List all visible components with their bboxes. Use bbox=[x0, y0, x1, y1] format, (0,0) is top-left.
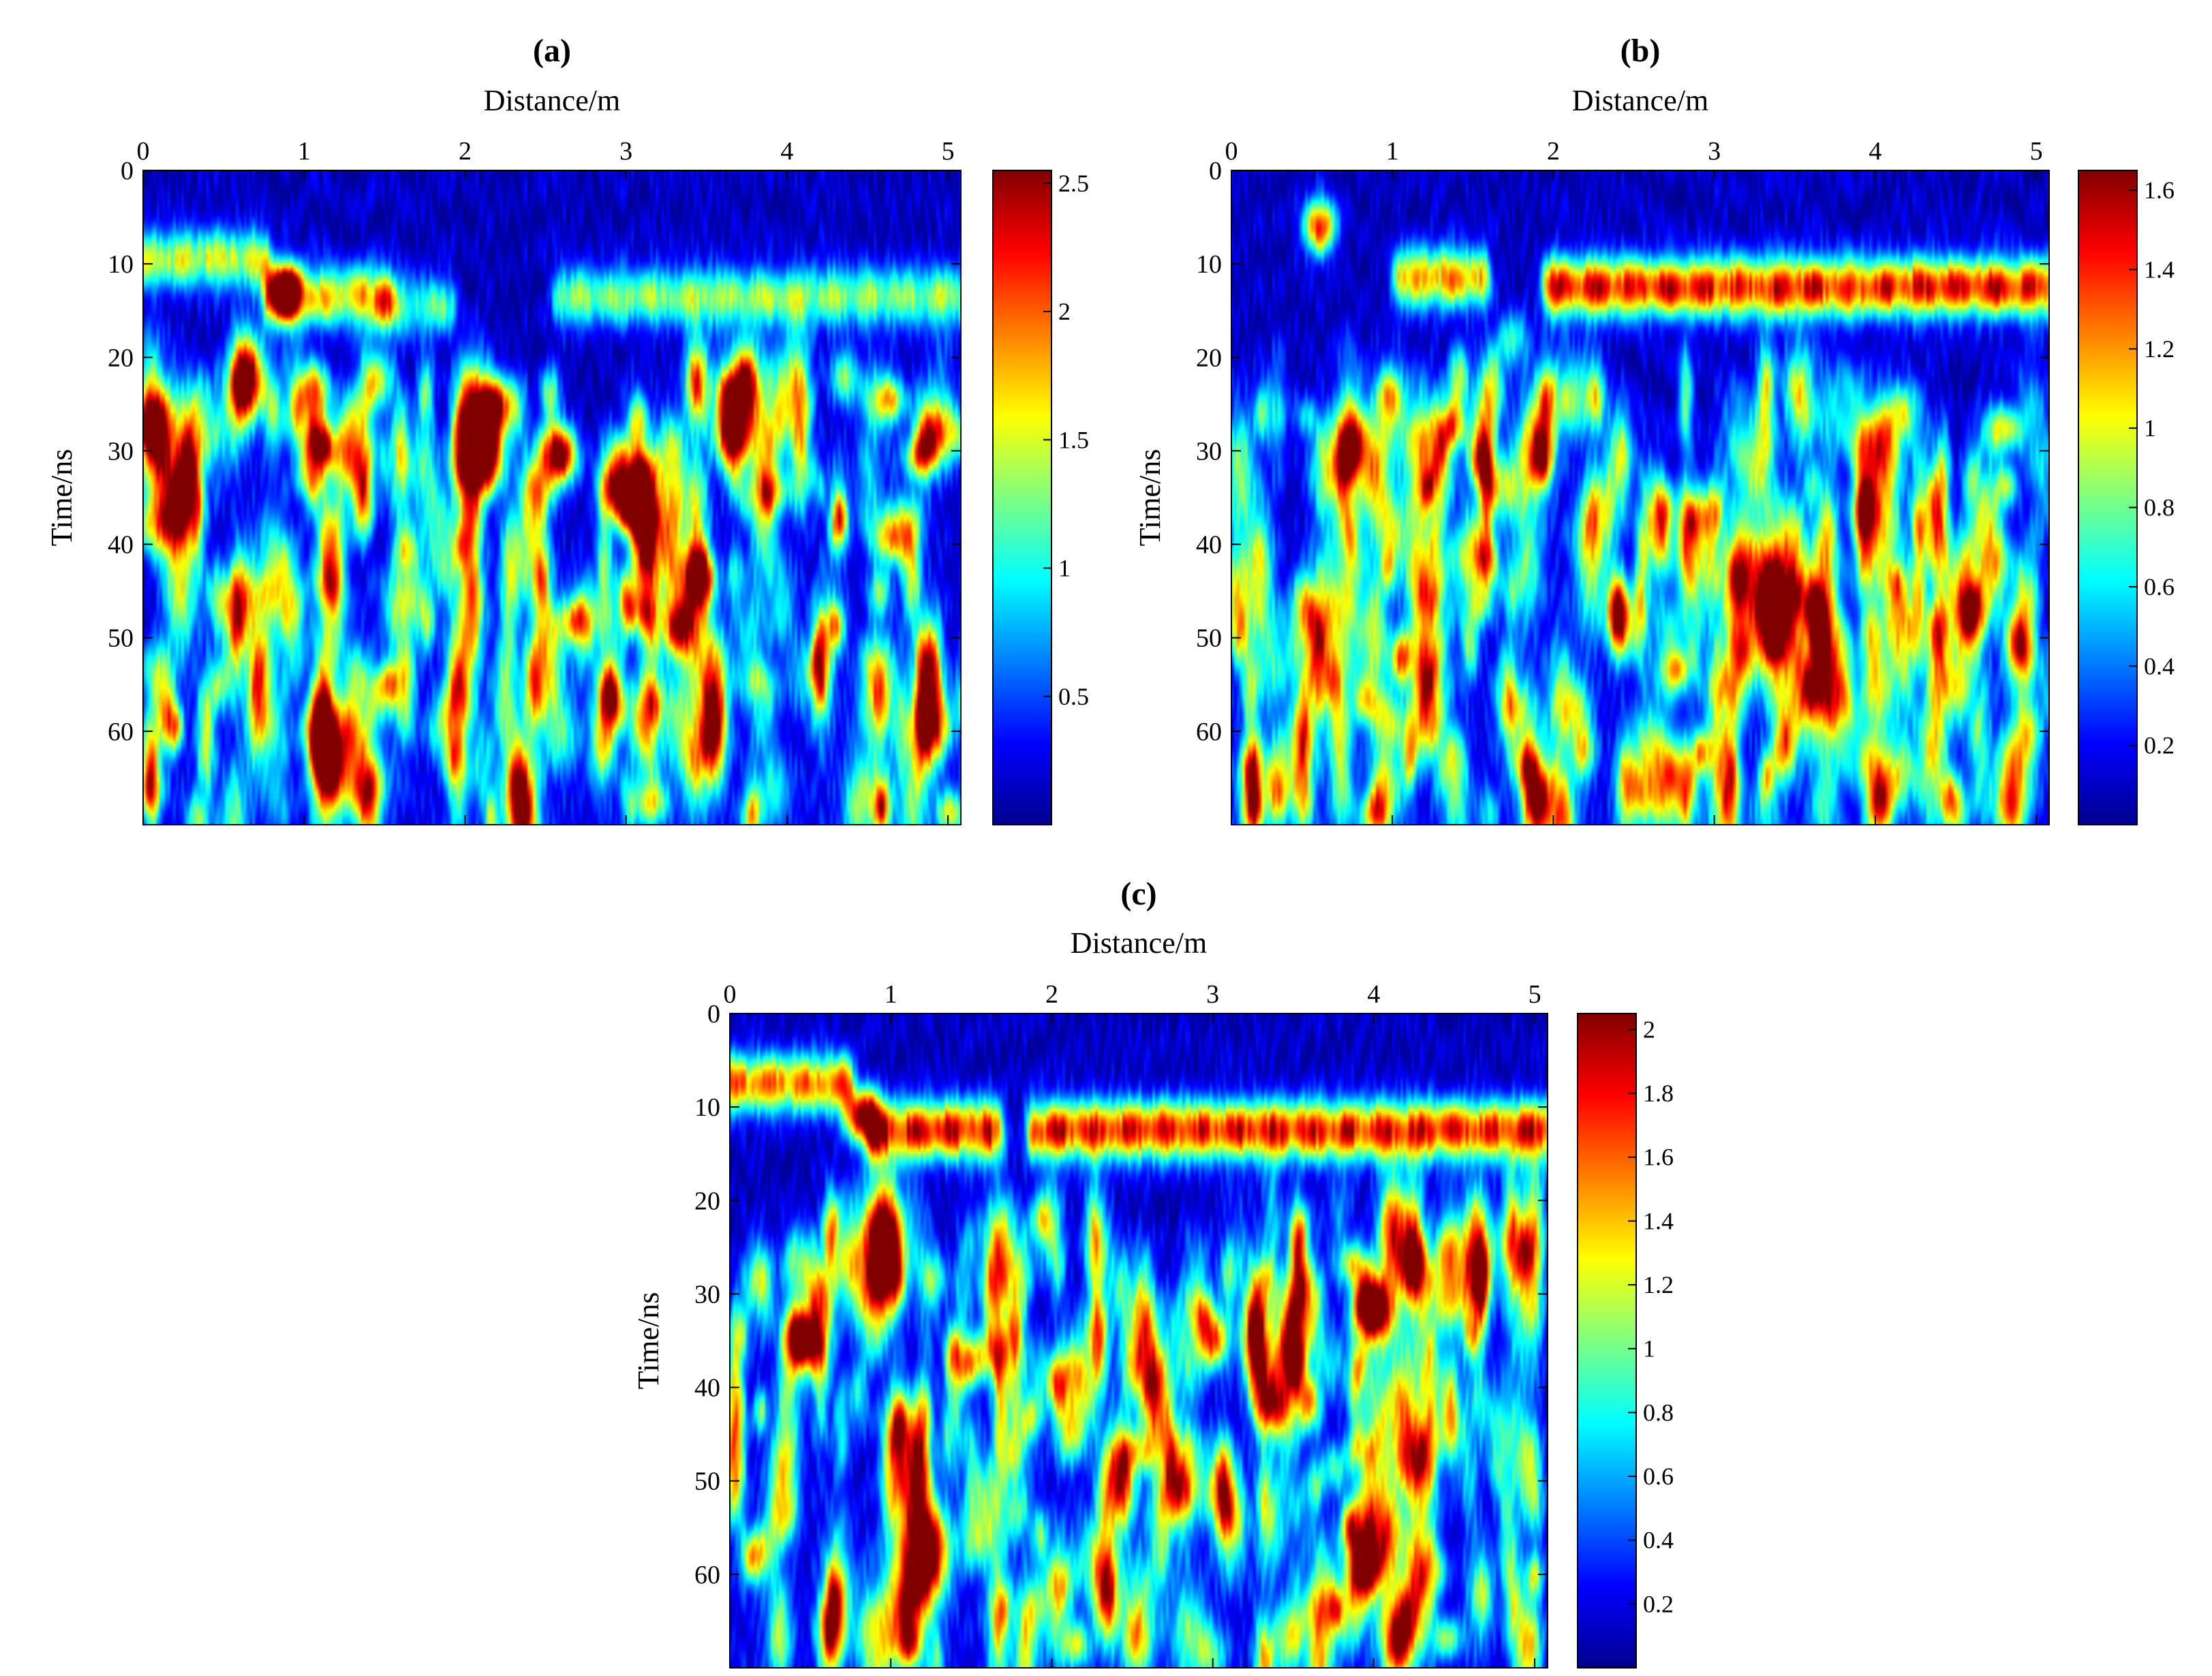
colorbar-frame-a bbox=[992, 170, 1052, 825]
heatmap-b bbox=[1231, 170, 2049, 825]
colorbar-tick-label-c: 1 bbox=[1643, 1335, 1655, 1362]
colorbar-tick-label-c: 0.4 bbox=[1643, 1527, 1674, 1554]
colorbar-c bbox=[1578, 1014, 1636, 1668]
x-tick-label-c: 5 bbox=[1529, 980, 1541, 1009]
x-tick-label-c: 1 bbox=[885, 980, 897, 1009]
colorbar-tick-label-c: 1.4 bbox=[1643, 1207, 1674, 1234]
panel-a: (a)Distance/m0 1 2 3 4 50102030405060Time/ns0… bbox=[45, 33, 1089, 825]
y-tick-label-c: 60 bbox=[694, 1561, 720, 1589]
colorbar-tick-label-b: 1 bbox=[2144, 414, 2156, 442]
y-axis-title-a: Time/ns bbox=[45, 449, 78, 547]
x-tick-label-c: 0 bbox=[724, 980, 737, 1009]
x-tick-label-a: 2 bbox=[459, 137, 472, 166]
colorbar-tick-label-b: 0.8 bbox=[2144, 494, 2175, 521]
x-tick-label-a: 5 bbox=[942, 137, 955, 166]
colorbar-tick-label-c: 1.8 bbox=[1643, 1080, 1674, 1107]
colorbar-tick-label-b: 1.4 bbox=[2144, 256, 2175, 283]
colorbar-tick-label-c: 0.6 bbox=[1643, 1463, 1674, 1490]
colorbar-frame-b bbox=[2078, 170, 2138, 825]
colorbar-tick-label-c: 2 bbox=[1643, 1016, 1655, 1043]
x-tick-label-b: 3 bbox=[1708, 137, 1721, 166]
y-tick-label-a: 30 bbox=[108, 437, 134, 466]
x-tick-label-a: 4 bbox=[780, 137, 793, 166]
panel-title-c: (c) bbox=[1120, 876, 1156, 912]
y-tick-label-c: 40 bbox=[694, 1374, 720, 1403]
x-axis-title-b: Distance/m bbox=[1572, 84, 1708, 117]
panel-c: (c)Distance/m0 1 2 3 4 50102030405060Time/ns0… bbox=[632, 876, 1674, 1669]
plot-frame-a bbox=[142, 170, 962, 825]
x-tick-label-c: 2 bbox=[1045, 980, 1058, 1009]
y-axis-title-c: Time/ns bbox=[632, 1292, 665, 1390]
heatmap-a bbox=[143, 170, 961, 825]
colorbar-tick-label-b: 1.2 bbox=[2144, 335, 2175, 363]
y-tick-label-a: 40 bbox=[108, 531, 134, 560]
y-tick-label-b: 20 bbox=[1196, 344, 1222, 372]
x-tick-label-a: 1 bbox=[298, 137, 311, 166]
x-tick-label-c: 3 bbox=[1206, 980, 1219, 1009]
heatmap-c bbox=[730, 1014, 1548, 1668]
colorbar-tick-label-a: 0.5 bbox=[1058, 683, 1089, 710]
colorbar-b bbox=[2078, 170, 2137, 825]
y-tick-label-a: 60 bbox=[108, 718, 134, 746]
colorbar-tick-label-c: 1.2 bbox=[1643, 1271, 1674, 1298]
x-tick-label-c: 4 bbox=[1367, 980, 1380, 1009]
colorbar-tick-label-b: 0.6 bbox=[2144, 573, 2175, 600]
x-tick-label-a: 0 bbox=[137, 137, 150, 166]
y-axis-title-b: Time/ns bbox=[1133, 449, 1167, 547]
panel-b: (b)Distance/m0 1 2 3 4 50102030405060Time/ns0… bbox=[1133, 33, 2175, 825]
x-tick-label-b: 2 bbox=[1547, 137, 1560, 166]
colorbar-tick-label-a: 2.5 bbox=[1058, 170, 1089, 197]
plot-frame-c bbox=[729, 1013, 1548, 1669]
y-tick-label-c: 50 bbox=[694, 1467, 720, 1496]
x-axis-title-c: Distance/m bbox=[1071, 926, 1207, 960]
y-tick-label-b: 40 bbox=[1196, 531, 1222, 560]
colorbar-tick-label-a: 1 bbox=[1058, 555, 1071, 582]
y-tick-label-b: 30 bbox=[1196, 437, 1222, 466]
y-tick-label-a: 10 bbox=[108, 250, 134, 279]
colorbar-tick-label-c: 0.8 bbox=[1643, 1399, 1674, 1426]
colorbar-tick-label-b: 0.4 bbox=[2144, 652, 2175, 680]
y-tick-label-a: 0 bbox=[121, 157, 134, 185]
y-tick-label-c: 20 bbox=[694, 1187, 720, 1215]
y-tick-label-b: 60 bbox=[1196, 718, 1222, 746]
x-tick-label-b: 0 bbox=[1225, 137, 1238, 166]
y-tick-label-b: 10 bbox=[1196, 250, 1222, 279]
colorbar-a bbox=[993, 170, 1051, 825]
colorbar-frame-c bbox=[1577, 1013, 1637, 1669]
x-axis-title-a: Distance/m bbox=[484, 84, 620, 117]
colorbar-tick-label-a: 1.5 bbox=[1058, 426, 1089, 453]
x-tick-label-b: 1 bbox=[1386, 137, 1399, 166]
colorbar-tick-label-c: 1.6 bbox=[1643, 1144, 1674, 1171]
panel-title-a: (a) bbox=[533, 33, 571, 69]
panel-title-b: (b) bbox=[1620, 33, 1661, 69]
x-tick-label-b: 5 bbox=[2030, 137, 2043, 166]
y-tick-label-c: 0 bbox=[707, 1000, 720, 1029]
y-tick-label-b: 0 bbox=[1209, 157, 1222, 185]
y-tick-label-b: 50 bbox=[1196, 624, 1222, 653]
colorbar-tick-label-b: 0.2 bbox=[2144, 732, 2175, 759]
colorbar-tick-label-b: 1.6 bbox=[2144, 177, 2175, 204]
y-tick-label-a: 20 bbox=[108, 344, 134, 372]
colorbar-tick-label-c: 0.2 bbox=[1643, 1590, 1674, 1617]
y-tick-label-a: 50 bbox=[108, 624, 134, 653]
colorbar-tick-label-a: 2 bbox=[1058, 298, 1071, 325]
y-tick-label-c: 10 bbox=[694, 1093, 720, 1122]
x-tick-label-a: 3 bbox=[619, 137, 632, 166]
y-tick-label-c: 30 bbox=[694, 1280, 720, 1309]
plot-frame-b bbox=[1231, 170, 2050, 825]
x-tick-label-b: 4 bbox=[1869, 137, 1881, 166]
